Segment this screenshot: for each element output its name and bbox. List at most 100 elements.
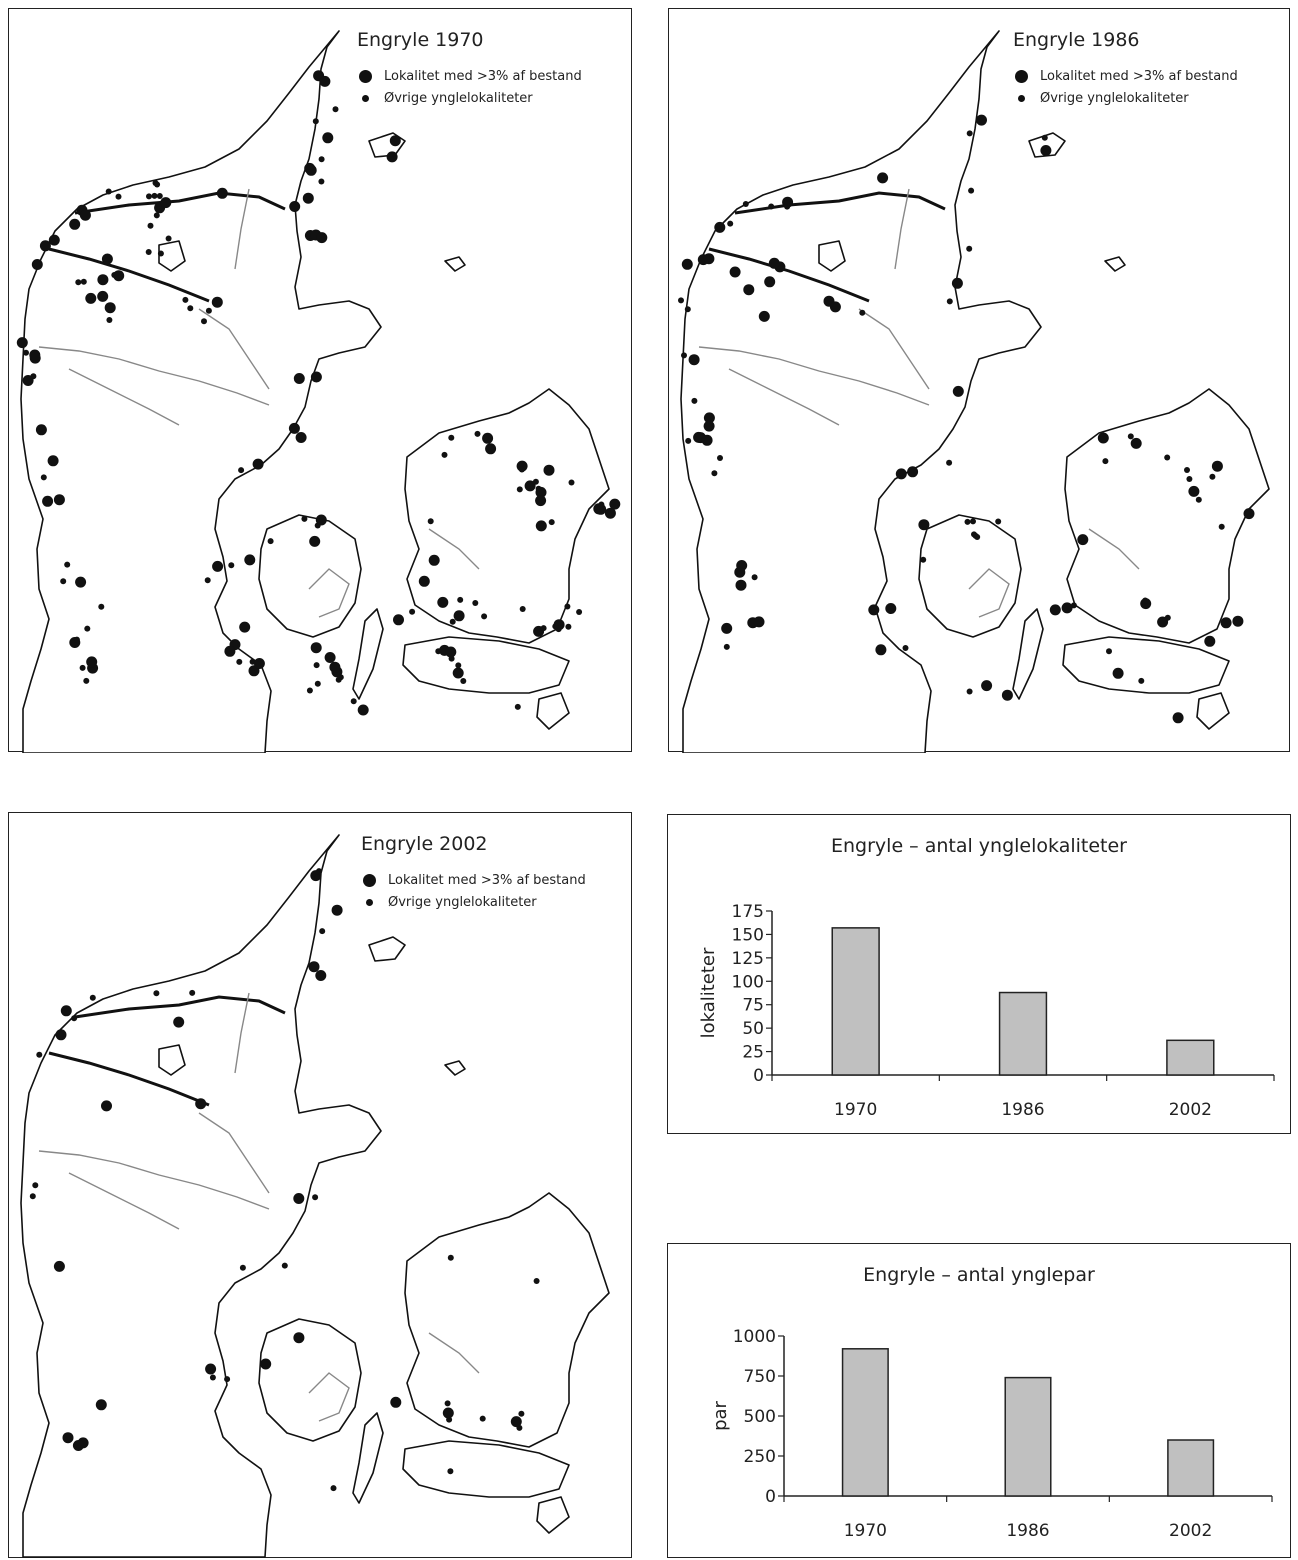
large-locality-dot bbox=[288, 422, 300, 434]
y-tick-label: 0 bbox=[753, 1066, 764, 1086]
large-locality-dot bbox=[69, 218, 81, 230]
small-locality-dot bbox=[79, 664, 86, 671]
large-locality-dot bbox=[976, 114, 987, 126]
small-locality-dot bbox=[205, 307, 212, 314]
small-locality-dot bbox=[516, 486, 523, 493]
large-locality-dot bbox=[289, 201, 301, 212]
small-locality-dot bbox=[995, 518, 1002, 525]
small-locality-dot bbox=[147, 222, 154, 229]
small-locality-dot bbox=[457, 596, 464, 603]
x-tick-label: 1970 bbox=[844, 1521, 887, 1541]
small-locality-dot bbox=[691, 397, 698, 404]
large-locality-dot bbox=[703, 253, 715, 265]
small-locality-dot bbox=[449, 618, 456, 625]
large-dot-icon bbox=[1015, 69, 1028, 83]
small-locality-dot bbox=[519, 606, 526, 612]
small-locality-dot bbox=[204, 577, 211, 584]
small-locality-dot bbox=[678, 297, 684, 304]
small-locality-dot bbox=[239, 1264, 246, 1271]
large-locality-dot bbox=[53, 1260, 65, 1272]
small-locality-dot bbox=[71, 1015, 78, 1022]
denmark-map-1986 bbox=[678, 30, 1270, 753]
large-locality-dot bbox=[437, 596, 449, 608]
bar-2002 bbox=[1166, 1039, 1215, 1076]
large-locality-dot bbox=[316, 232, 328, 244]
small-locality-dot bbox=[598, 501, 605, 508]
large-locality-dot bbox=[875, 644, 887, 656]
small-locality-dot bbox=[518, 466, 525, 473]
chart-panel-pairs: Engryle – antal ynglepar 0 250 500 750 1000 1… bbox=[667, 1243, 1291, 1558]
small-locality-dot bbox=[314, 874, 321, 881]
chart-title: Engryle – antal ynglepar bbox=[863, 1264, 1095, 1286]
small-locality-dot bbox=[105, 188, 112, 195]
large-locality-dot bbox=[535, 486, 547, 498]
large-locality-dot bbox=[160, 197, 172, 209]
large-locality-dot bbox=[485, 443, 497, 455]
small-locality-dot bbox=[350, 698, 357, 705]
large-locality-dot bbox=[693, 431, 705, 443]
map-title: Engryle 1986 bbox=[1013, 29, 1140, 51]
large-locality-dot bbox=[868, 604, 880, 616]
bar-chart-pairs: 0 250 500 750 1000 1970 1986 2002 par bbox=[710, 1327, 1273, 1541]
large-locality-dot bbox=[768, 257, 780, 269]
large-locality-dot bbox=[609, 498, 621, 510]
small-locality-dot bbox=[711, 470, 718, 477]
large-dot-icon bbox=[363, 873, 376, 887]
small-locality-dot bbox=[723, 643, 730, 650]
y-axis-label: lokaliteter bbox=[698, 947, 719, 1038]
small-locality-dot bbox=[318, 156, 325, 163]
large-locality-dot bbox=[75, 576, 87, 588]
large-locality-dot bbox=[1204, 635, 1216, 647]
small-locality-dot bbox=[565, 623, 572, 630]
large-locality-dot bbox=[688, 354, 700, 366]
small-locality-dot bbox=[966, 245, 973, 252]
large-locality-dot bbox=[1112, 667, 1124, 679]
large-locality-dot bbox=[1232, 615, 1244, 627]
large-locality-dot bbox=[1157, 616, 1169, 628]
small-locality-dot bbox=[1142, 597, 1149, 604]
large-locality-dot bbox=[104, 302, 116, 314]
large-locality-dot bbox=[173, 1016, 185, 1028]
large-locality-dot bbox=[113, 270, 125, 282]
large-locality-dot bbox=[1061, 602, 1073, 614]
large-locality-dot bbox=[22, 375, 34, 386]
large-locality-dot bbox=[1220, 617, 1232, 629]
small-locality-dot bbox=[441, 451, 448, 458]
large-locality-dot bbox=[305, 164, 317, 176]
small-locality-dot bbox=[540, 625, 547, 632]
small-locality-dot bbox=[751, 574, 758, 581]
small-locality-dot bbox=[1209, 473, 1216, 480]
y-tick-label: 0 bbox=[765, 1487, 776, 1507]
small-locality-dot bbox=[970, 518, 976, 525]
large-locality-dot bbox=[29, 349, 41, 361]
large-locality-dot bbox=[357, 704, 369, 716]
small-locality-dot bbox=[681, 352, 687, 359]
large-locality-dot bbox=[329, 661, 341, 673]
small-locality-dot bbox=[60, 578, 67, 585]
large-locality-dot bbox=[386, 151, 398, 163]
large-locality-dot bbox=[782, 196, 794, 208]
large-locality-dot bbox=[322, 132, 334, 144]
small-locality-dot bbox=[146, 193, 152, 200]
small-locality-dot bbox=[902, 645, 909, 651]
map-panel-1986: Engryle 1986 Lokalitet med >3% af bestan… bbox=[668, 8, 1290, 753]
small-locality-dot bbox=[106, 317, 113, 323]
large-locality-dot bbox=[829, 301, 841, 313]
large-locality-dot bbox=[1172, 712, 1184, 724]
large-locality-dot bbox=[389, 135, 401, 147]
large-locality-dot bbox=[60, 1005, 72, 1017]
small-locality-dot bbox=[564, 603, 571, 610]
small-locality-dot bbox=[301, 515, 308, 522]
large-locality-dot bbox=[39, 240, 51, 252]
large-locality-dot bbox=[205, 1363, 217, 1375]
map-panel-1970: Engryle 1970 Lokalitet med >3% af bestan… bbox=[8, 8, 632, 753]
small-locality-dot bbox=[946, 298, 953, 305]
large-locality-dot bbox=[952, 385, 964, 397]
small-locality-dot bbox=[84, 625, 91, 632]
large-locality-dot bbox=[918, 519, 930, 531]
small-locality-dot bbox=[717, 455, 723, 461]
large-locality-dot bbox=[604, 507, 616, 519]
map-title: Engryle 2002 bbox=[361, 833, 488, 855]
coastline bbox=[20, 834, 610, 1558]
large-locality-dot bbox=[753, 616, 765, 628]
